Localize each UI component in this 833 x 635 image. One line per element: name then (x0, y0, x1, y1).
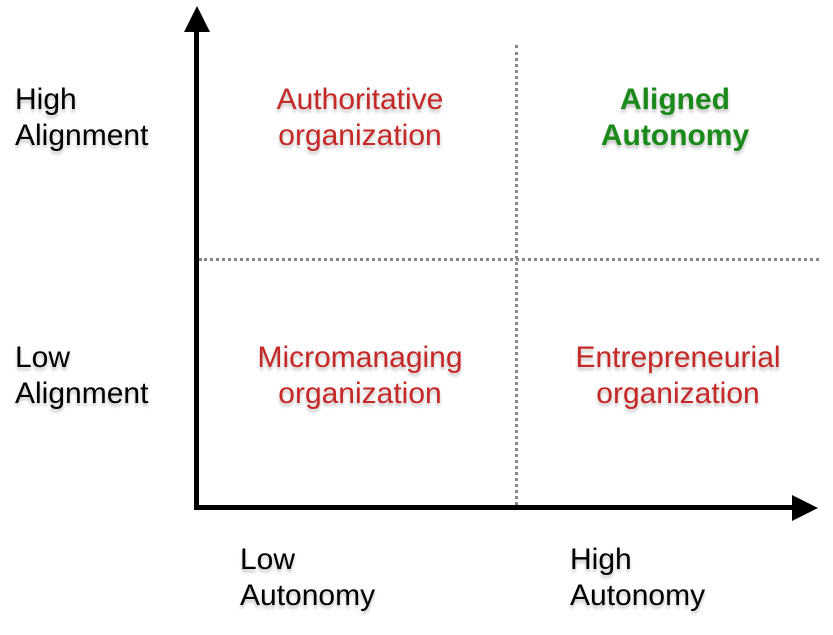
x-axis-line (194, 505, 794, 510)
x-label-high-line1: High (570, 543, 632, 576)
y-axis-arrowhead (184, 6, 210, 32)
quadrant-diagram: High Alignment Low Alignment Low Autonom… (0, 0, 833, 635)
quadrant-bottom-right: Entrepreneurial organization (528, 340, 828, 412)
quadrant-top-right-line2: Autonomy (601, 119, 749, 152)
y-label-low-line2: Alignment (15, 377, 148, 410)
x-label-high: High Autonomy (570, 542, 705, 614)
y-label-low: Low Alignment (15, 340, 148, 412)
quadrant-top-left: Authoritative organization (210, 82, 510, 154)
y-label-high: High Alignment (15, 82, 148, 154)
quadrant-bottom-right-line1: Entrepreneurial (575, 341, 780, 374)
x-label-high-line2: Autonomy (570, 579, 705, 612)
y-label-high-line2: Alignment (15, 119, 148, 152)
y-axis-line (194, 26, 199, 509)
x-label-low: Low Autonomy (240, 542, 375, 614)
quadrant-top-left-line1: Authoritative (277, 83, 444, 116)
quadrant-top-right: Aligned Autonomy (545, 82, 805, 154)
quadrant-bottom-left-line2: organization (278, 377, 441, 410)
x-axis-arrowhead (792, 495, 818, 521)
quadrant-bottom-right-line2: organization (596, 377, 759, 410)
quadrant-top-right-line1: Aligned (620, 83, 730, 116)
quadrant-bottom-left-line1: Micromanaging (257, 341, 462, 374)
vertical-divider (515, 45, 518, 505)
y-label-high-line1: High (15, 83, 77, 116)
quadrant-bottom-left: Micromanaging organization (210, 340, 510, 412)
x-label-low-line2: Autonomy (240, 579, 375, 612)
horizontal-divider (199, 258, 819, 261)
x-label-low-line1: Low (240, 543, 295, 576)
quadrant-top-left-line2: organization (278, 119, 441, 152)
y-label-low-line1: Low (15, 341, 70, 374)
